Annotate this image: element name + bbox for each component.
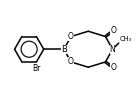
Text: O: O bbox=[110, 26, 116, 35]
Text: O: O bbox=[110, 63, 116, 72]
Text: B: B bbox=[61, 45, 67, 54]
Text: CH₃: CH₃ bbox=[120, 36, 132, 42]
Text: O: O bbox=[68, 32, 74, 41]
Text: O: O bbox=[68, 57, 74, 66]
Text: Br: Br bbox=[33, 65, 41, 74]
Text: N: N bbox=[110, 45, 116, 54]
